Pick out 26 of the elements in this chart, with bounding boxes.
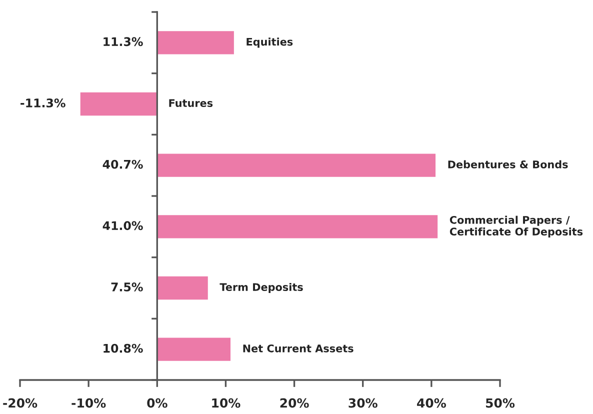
x-tick-label: 50% [486,398,515,408]
bar [156,275,210,301]
y-tick-label: Term Deposits [220,282,303,294]
y-tick-label: Equities [246,38,293,48]
x-tick-label: 30% [348,398,378,408]
x-tick-label: -10% [72,398,106,408]
x-tick-label: 10% [212,398,240,408]
x-tick-label: 40% [417,398,446,408]
bar [156,336,232,362]
y-tick-label: Net Current Assets [243,344,354,352]
bar [156,214,439,240]
data-label: 10.8% [104,344,143,353]
y-tick-label: Futures [169,99,213,108]
data-label: 11.3% [104,37,143,46]
data-label: -11.3% [20,98,66,108]
x-tick-label: 20% [280,398,309,408]
y-tick-label: Debentures & Bonds [448,160,568,168]
bar [78,91,158,117]
y-tick-label: Commercial Papers / Certificate Of Deposits [450,216,583,238]
data-label: 41.0% [102,221,143,230]
bar [156,152,437,178]
data-label: 40.7% [102,160,143,169]
data-label: 7.5% [111,282,143,292]
x-tick-label: -20% [3,398,38,408]
bar [156,30,236,56]
x-tick-label: 0% [147,398,168,408]
